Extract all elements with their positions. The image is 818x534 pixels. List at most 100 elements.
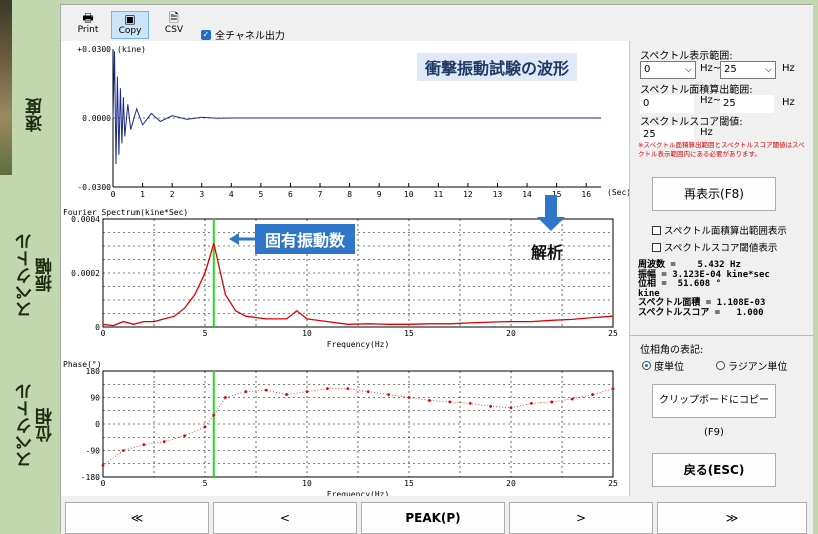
nav-bar: ≪ < PEAK(P) > ≫ (61, 496, 813, 534)
x-tick-label: 0 (111, 190, 116, 199)
printer-icon: 🖶 (82, 11, 94, 25)
area-to-input[interactable]: 25 (720, 95, 774, 113)
chevron-down-icon: ⌵ (765, 65, 772, 75)
area-range-label: スペクトル面積算出範囲: (640, 85, 753, 96)
phase-spectrum-label: スペクトル 位相 (16, 382, 56, 468)
degree-radio-label: 度単位 (654, 362, 684, 373)
arrow-down-icon (537, 217, 565, 231)
area-range-checkbox[interactable]: スペクトル面積算出範囲表示 (652, 223, 787, 237)
y-tick-label: -0.0300 (77, 183, 111, 192)
degree-radio[interactable]: 度単位 (642, 358, 684, 373)
y-tick-label: -180 (81, 473, 100, 482)
x-tick-label: 10 (302, 479, 312, 488)
radian-radio[interactable]: ラジアン単位 (716, 358, 787, 373)
area-range-checkbox-label: スペクトル面積算出範囲表示 (664, 226, 787, 237)
app-window: 🖶 Print ▣ Copy 🗎 CSV ✓ 全チャネル出力 0 1 2 3 4 5 6 7 8 9 10 1… (60, 4, 814, 534)
data-point (183, 434, 186, 438)
data-point (550, 400, 554, 404)
x-axis-label: Frequency(Hz) (327, 490, 390, 496)
spec-range-label: スペクトル表示範囲: (640, 51, 733, 62)
prev-button[interactable]: < (213, 502, 357, 534)
x-tick-label: 11 (434, 190, 444, 199)
checkbox-icon (652, 225, 661, 235)
data-point (244, 390, 248, 394)
x-tick-label: 13 (493, 190, 503, 199)
x-tick-label: 4 (229, 190, 234, 199)
data-point (305, 390, 309, 394)
spec-range-from-value: 0 (644, 64, 651, 75)
next-button[interactable]: > (509, 502, 653, 534)
data-point (428, 399, 431, 402)
x-tick-label: 3 (199, 190, 204, 199)
x-tick-label: 15 (404, 329, 414, 338)
x-tick-label: 10 (302, 329, 312, 338)
radio-icon (716, 361, 725, 370)
score-threshold-checkbox-label: スペクトルスコア閾値表示 (664, 243, 778, 254)
spec-range-from-select[interactable]: 0 ⌵ (640, 61, 696, 79)
chart-title: Fourier Spectrum(kine*Sec) (63, 208, 188, 217)
chart-title: Phase(°) (63, 360, 102, 369)
last-button[interactable]: ≫ (657, 502, 807, 534)
x-axis-label: Frequency(Hz) (327, 340, 390, 349)
area-from-input[interactable]: 0 (640, 95, 694, 113)
x-axis-label: (Sec) (607, 188, 629, 197)
hz-label: Hz~ (700, 63, 722, 74)
y-tick-label: 0.0002 (71, 269, 100, 278)
hz-label: Hz (700, 127, 713, 138)
all-channel-checkbox[interactable]: ✓ 全チャネル出力 (201, 27, 285, 42)
natural-frequency-callout: 固有振動数 (255, 224, 356, 254)
toolbar: 🖶 Print ▣ Copy 🗎 CSV ✓ 全チャネル出力 (61, 5, 813, 42)
x-tick-label: 20 (506, 329, 516, 338)
copy-icon: ▣ (124, 12, 136, 26)
y-tick-label: +0.0300 (77, 45, 111, 54)
x-tick-label: 2 (170, 190, 175, 199)
score-threshold-checkbox[interactable]: スペクトルスコア閾値表示 (652, 240, 777, 254)
redisplay-button[interactable]: 再表示(F8) (652, 177, 776, 211)
spec-range-to-select[interactable]: 25 ⌵ (720, 61, 776, 79)
series-line (112, 51, 601, 165)
data-point (122, 449, 125, 452)
peak-button[interactable]: PEAK(P) (361, 502, 505, 534)
data-point (591, 393, 594, 396)
csv-label: CSV (164, 25, 184, 35)
data-point (101, 463, 105, 467)
x-tick-label: 1 (140, 190, 145, 199)
x-tick-label: 0 (101, 479, 106, 488)
x-tick-label: 14 (522, 190, 532, 199)
copy-clipboard-button[interactable]: クリップボードにコピー(F9) (652, 384, 776, 438)
velocity-label: 速度 (26, 98, 46, 132)
print-button[interactable]: 🖶 Print (69, 11, 107, 39)
y-tick-label: 0 (95, 420, 100, 429)
data-point (611, 387, 615, 391)
checkbox-icon (652, 242, 661, 252)
hz-label: Hz (782, 63, 795, 74)
background-photo (0, 0, 12, 175)
x-tick-label: 5 (203, 479, 208, 488)
x-tick-label: 9 (377, 190, 382, 199)
arrow-left-icon (229, 233, 239, 245)
radian-radio-label: ラジアン単位 (728, 362, 788, 373)
x-tick-label: 12 (463, 190, 473, 199)
print-label: Print (77, 25, 99, 35)
x-tick-label: 5 (258, 190, 263, 199)
back-button[interactable]: 戻る(ESC) (652, 453, 776, 487)
y-tick-label: 180 (86, 367, 101, 376)
score-threshold-label: スペクトルスコア閾値: (640, 117, 743, 128)
hz-label: Hz (782, 97, 795, 108)
first-button[interactable]: ≪ (65, 502, 209, 534)
copy-button[interactable]: ▣ Copy (111, 11, 149, 39)
y-tick-label: 0 (95, 323, 100, 332)
waveform-title: 衝撃振動試験の波形 (417, 53, 578, 81)
divider (630, 335, 814, 336)
score-threshold-input[interactable]: 25 (640, 126, 694, 144)
csv-button[interactable]: 🗎 CSV (155, 11, 193, 39)
plots-area: 0 1 2 3 4 5 6 7 8 9 10 11 12 13 14 15 16 (Sec) +0.0300 0.00… (61, 41, 631, 499)
data-point (285, 393, 288, 396)
x-tick-label: 25 (608, 329, 618, 338)
spec-range-to-value: 25 (724, 64, 737, 75)
data-point (224, 396, 227, 399)
charts-svg: 0 1 2 3 4 5 6 7 8 9 10 11 12 13 14 15 16 (Sec)+0.03000.00… (63, 45, 631, 499)
hz-label: Hz~ (700, 95, 722, 106)
x-tick-label: 15 (552, 190, 562, 199)
document-icon: 🗎 (169, 11, 179, 25)
